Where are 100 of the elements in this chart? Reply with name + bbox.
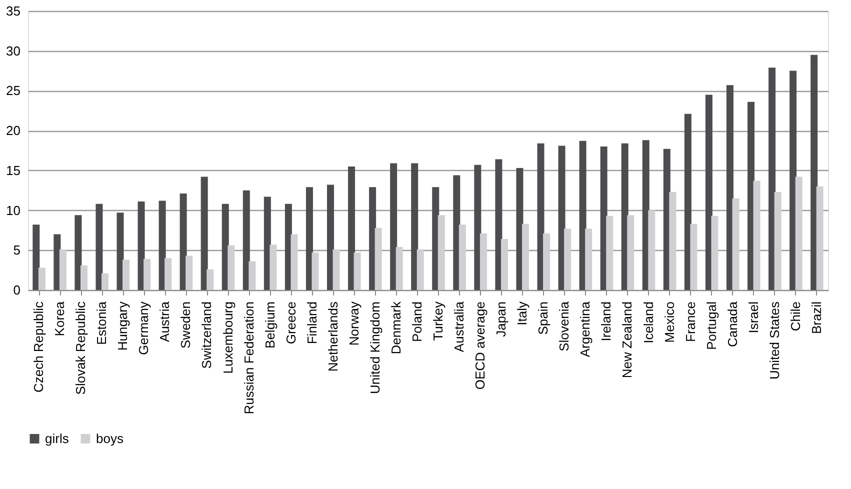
bar	[326, 184, 334, 290]
x-tick-label: Luxembourg	[220, 302, 236, 374]
bar	[390, 163, 398, 290]
x-tick-label: Iceland	[640, 302, 656, 344]
y-tick-label: 10	[6, 202, 20, 218]
x-tick-label: Mexico	[662, 302, 677, 343]
bar	[312, 252, 319, 290]
bar	[186, 256, 193, 290]
bar	[348, 166, 356, 290]
bar	[158, 200, 166, 290]
bar	[32, 224, 40, 290]
bar	[416, 249, 424, 290]
x-tick-label: Slovak Republic	[73, 301, 88, 395]
x-tick-label: Greece	[283, 302, 298, 344]
bar	[543, 233, 550, 290]
x-tick-label: Finland	[304, 302, 320, 344]
x-tick-label: Belgium	[262, 302, 278, 348]
x-tick-label: United Kingdom	[367, 302, 382, 394]
x-tick-label: Sweden	[178, 302, 194, 348]
bar	[438, 215, 445, 290]
bar	[453, 175, 460, 290]
bar	[669, 192, 676, 290]
bar	[290, 234, 298, 290]
x-tick-label: Poland	[409, 302, 424, 342]
x-tick-label: Denmark	[388, 301, 404, 354]
x-tick-label: Turkey	[430, 301, 446, 341]
bar	[332, 249, 340, 290]
y-tick-label: 25	[6, 83, 20, 98]
x-tick-label: Estonia	[94, 300, 110, 345]
bar	[753, 180, 760, 290]
bar	[606, 216, 614, 290]
x-tick-label: OECD average	[472, 302, 488, 390]
y-tick-label: 5	[13, 242, 20, 258]
bar	[458, 224, 466, 290]
bar	[537, 143, 544, 290]
bar	[768, 68, 776, 290]
bar	[122, 260, 130, 290]
y-tick-label: 20	[6, 123, 20, 138]
bar	[206, 269, 214, 290]
bar	[627, 215, 634, 290]
x-tick-label: France	[682, 302, 698, 342]
bar	[200, 176, 208, 290]
bar	[180, 194, 187, 290]
bar	[374, 228, 382, 290]
bar	[564, 228, 572, 290]
bar	[164, 258, 172, 290]
bar	[500, 238, 508, 290]
bar	[138, 202, 145, 290]
bar	[516, 168, 524, 290]
x-tick-label: Germany	[136, 301, 152, 355]
x-tick-label: Slovenia	[556, 300, 572, 352]
bar	[585, 228, 592, 290]
bar	[242, 190, 250, 290]
bar	[480, 233, 487, 290]
bar	[810, 54, 818, 290]
bar	[816, 186, 824, 290]
bar	[711, 216, 718, 290]
legend-label: girls	[45, 430, 70, 446]
bar	[144, 258, 151, 290]
bar	[790, 70, 797, 290]
bar	[648, 210, 656, 290]
bar	[795, 176, 802, 290]
x-tick-label: Switzerland	[199, 302, 214, 369]
bar	[96, 204, 103, 290]
x-tick-label: Ireland	[598, 302, 614, 342]
bar	[228, 245, 235, 290]
bar	[116, 212, 124, 290]
y-tick-label: 30	[6, 43, 20, 58]
x-tick-label: Hungary	[115, 301, 130, 351]
bar	[690, 224, 698, 290]
bar	[747, 102, 754, 290]
x-tick-label: Czech Republic	[31, 301, 46, 393]
bar	[270, 244, 277, 290]
x-tick-label: Japan	[494, 302, 509, 337]
bar	[474, 164, 482, 290]
bar	[396, 246, 403, 290]
x-tick-label: Norway	[346, 301, 362, 346]
bar	[684, 114, 692, 290]
x-tick-label: Austria	[157, 300, 172, 342]
x-tick-label: Netherlands	[325, 301, 340, 372]
bar	[59, 249, 66, 290]
bar	[74, 215, 82, 290]
bar	[558, 146, 566, 290]
legend-label: boys	[96, 430, 124, 446]
bar	[495, 159, 502, 290]
x-tick-label: Korea	[52, 300, 68, 336]
x-tick-label: Israel	[746, 301, 761, 334]
x-tick-label: Spain	[536, 302, 551, 335]
bar	[774, 192, 782, 290]
bar	[522, 224, 530, 290]
bar	[411, 163, 418, 290]
bar	[732, 198, 740, 290]
y-tick-label: 35	[6, 4, 20, 18]
x-tick-label: Argentina	[578, 300, 593, 358]
bar	[306, 187, 313, 290]
x-tick-label: Russian Federation	[241, 302, 256, 414]
bar	[705, 94, 712, 290]
x-tick-label: New Zealand	[620, 302, 635, 378]
x-tick-label: Chile	[788, 302, 803, 332]
bar	[726, 85, 734, 290]
